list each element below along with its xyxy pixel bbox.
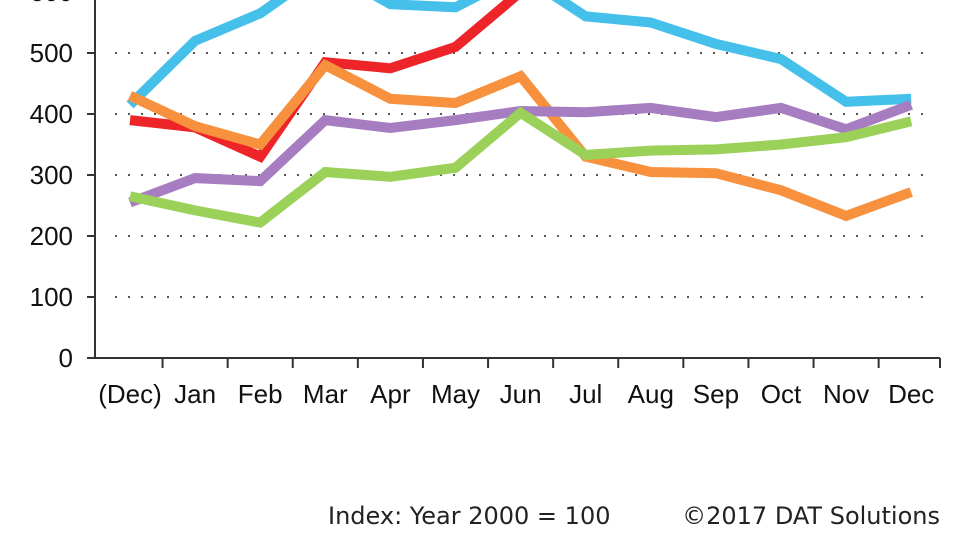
x-tick-label: Oct	[761, 379, 802, 409]
x-tick-label: Nov	[823, 379, 869, 409]
axes	[94, 0, 940, 359]
x-tick-label: Jul	[569, 379, 602, 409]
x-tick-label: Jan	[174, 379, 216, 409]
y-tick-label: 300	[30, 160, 73, 190]
x-tick-label: Apr	[370, 379, 411, 409]
index-note: Index: Year 2000 = 100	[328, 502, 610, 530]
x-tick-label: (Dec)	[98, 379, 162, 409]
series-lines	[126, 0, 913, 228]
y-tick-label: 400	[30, 99, 73, 129]
x-tick-label: Dec	[888, 379, 934, 409]
y-tick-label: 100	[30, 282, 73, 312]
series-line-5	[128, 106, 913, 228]
y-tick-label: 0	[59, 343, 73, 373]
x-tick-label: Aug	[628, 379, 674, 409]
x-tick-label: Feb	[238, 379, 283, 409]
x-tick-label: May	[431, 379, 480, 409]
y-tick-label: 500	[30, 38, 73, 68]
series-line-3	[127, 58, 913, 222]
x-tick-label: Mar	[303, 379, 348, 409]
y-tick-label: 600	[30, 0, 73, 7]
copyright-note: ©2017 DAT Solutions	[682, 502, 940, 530]
series-line-2	[129, 0, 519, 163]
x-ticks: (Dec) Jan Feb Mar Apr May Jun Jul Aug Sep Oct Nov De…	[98, 358, 941, 409]
y-ticks: 0 100 200 300 400 500 600	[30, 0, 95, 373]
series-line-1	[126, 0, 912, 109]
x-tick-label: Sep	[693, 379, 739, 409]
y-tick-label: 200	[30, 221, 73, 251]
x-tick-label: Jun	[500, 379, 542, 409]
